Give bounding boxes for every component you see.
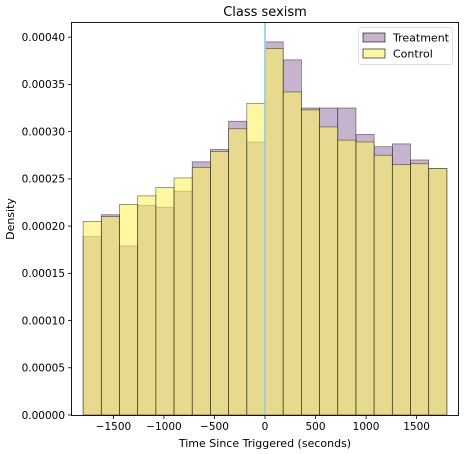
control-bars — [82, 48, 448, 416]
control-bar — [319, 126, 339, 416]
x-tick-label: 500 — [306, 421, 326, 433]
control-bar — [391, 164, 411, 416]
x-axis-ticks: −1500 −1000 −500 0 500 1000 1500 — [96, 415, 430, 433]
control-bar — [191, 167, 211, 416]
y-tick-label: 0.00020 — [22, 221, 65, 233]
control-bar — [210, 151, 229, 416]
legend-label-treatment: Treatment — [392, 32, 450, 45]
control-bar — [264, 48, 284, 416]
x-axis-label: Time Since Triggered (seconds) — [178, 437, 351, 450]
legend-label-control: Control — [393, 48, 433, 61]
y-tick-label: 0.00015 — [22, 268, 65, 280]
y-axis-ticks: 0.00000 0.00005 0.00010 0.00015 0.00020 0.000… — [22, 32, 72, 422]
y-tick-label: 0.00025 — [22, 174, 65, 186]
control-bar — [301, 109, 320, 416]
control-bar — [100, 216, 120, 416]
y-tick-label: 0.00030 — [22, 126, 65, 138]
x-tick-label: 1000 — [353, 421, 380, 433]
x-tick-label: 1500 — [403, 421, 430, 433]
chart-title: Class sexism — [223, 5, 307, 20]
control-bar — [246, 102, 266, 416]
control-bar — [228, 128, 248, 416]
control-bar — [137, 195, 157, 416]
legend-swatch-treatment — [362, 32, 386, 43]
legend-swatch-control — [362, 48, 386, 59]
control-bar — [428, 168, 448, 416]
control-bar — [373, 154, 393, 416]
x-tick-label: −1000 — [146, 421, 182, 433]
y-axis-label: Density — [4, 198, 17, 240]
legend: Treatment Control — [358, 27, 453, 65]
y-tick-label: 0.00010 — [22, 315, 65, 327]
control-bar — [173, 177, 193, 416]
control-bar — [119, 204, 139, 416]
x-tick-label: −1500 — [96, 421, 132, 433]
x-tick-label: 0 — [262, 421, 269, 433]
y-tick-label: 0.00035 — [22, 79, 65, 91]
control-bar — [410, 163, 430, 416]
y-tick-label: 0.00040 — [22, 32, 65, 44]
control-bar — [355, 141, 375, 416]
y-tick-label: 0.00000 — [22, 410, 65, 422]
control-bar — [82, 221, 102, 416]
control-bar — [282, 91, 302, 416]
control-bar — [155, 187, 175, 416]
y-tick-label: 0.00005 — [22, 363, 65, 375]
control-bar — [337, 139, 357, 416]
x-tick-label: −500 — [200, 421, 229, 433]
